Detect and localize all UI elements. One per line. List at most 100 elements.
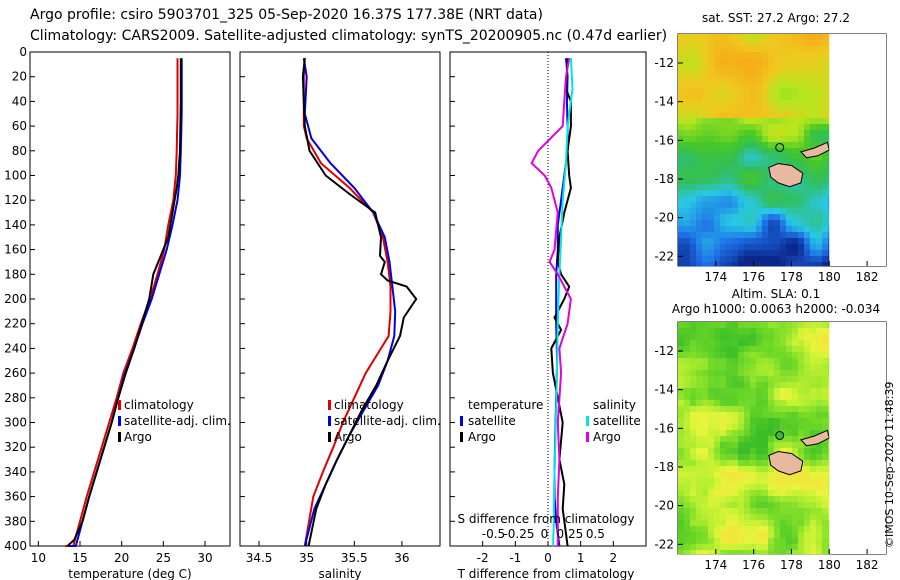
map-cell (696, 532, 703, 539)
map-cell (702, 172, 709, 179)
map-cell (732, 472, 739, 479)
map-cell (750, 382, 757, 389)
map-cell (804, 406, 811, 413)
series-line-s-satellite (552, 58, 574, 546)
map-cell (708, 118, 715, 125)
map-cell (816, 40, 823, 47)
map-cell (762, 238, 769, 245)
map-cell (732, 202, 739, 209)
map-cell (750, 328, 757, 335)
map-cell (738, 130, 745, 137)
map-cell (678, 196, 685, 203)
map-cell (762, 166, 769, 173)
map-cell (816, 190, 823, 197)
map-cell (690, 334, 697, 341)
map-cell (762, 214, 769, 221)
map-cell (678, 208, 685, 215)
map-cell (822, 190, 829, 197)
map-cell (732, 514, 739, 521)
map-cell (816, 34, 823, 41)
map-cell (810, 226, 817, 233)
map-cell (678, 436, 685, 443)
map-cell (810, 196, 817, 203)
map-cell (780, 250, 787, 257)
map-cell (702, 472, 709, 479)
map-cell (828, 328, 830, 335)
map-cell (792, 418, 799, 425)
map-cell (756, 58, 763, 65)
map-cell (774, 478, 781, 485)
map-cell (774, 358, 781, 365)
map-cell (804, 136, 811, 143)
map-cell (792, 226, 799, 233)
y-tick-label: 220 (4, 317, 27, 331)
map-cell (762, 232, 769, 239)
map-cell (762, 334, 769, 341)
map-cell (792, 334, 799, 341)
map-cell (762, 64, 769, 71)
map-cell (732, 448, 739, 455)
map-cell (708, 472, 715, 479)
map-cell (810, 448, 817, 455)
map-cell (810, 118, 817, 125)
map-cell (696, 544, 703, 551)
map-cell (732, 154, 739, 161)
map-cell (678, 550, 685, 555)
map-cell (678, 352, 685, 359)
map-cell (828, 94, 830, 101)
map-cell (708, 220, 715, 227)
map-cell (738, 532, 745, 539)
map-cell (828, 526, 830, 533)
map-cell (708, 190, 715, 197)
map-cell (678, 64, 685, 71)
map-cell (720, 118, 727, 125)
map-cell (684, 436, 691, 443)
map-cell (816, 382, 823, 389)
map-cell (828, 244, 830, 251)
map-cell (756, 64, 763, 71)
map-cell (774, 130, 781, 137)
map-cell (762, 52, 769, 59)
map-cell (804, 256, 811, 263)
map-cell (702, 250, 709, 257)
map-cell (738, 376, 745, 383)
map-cell (810, 400, 817, 407)
salinity-legend: climatology satellite-adj. clim. Argo (328, 398, 441, 444)
map-cell (726, 376, 733, 383)
map-cell (750, 166, 757, 173)
map-cell (684, 514, 691, 521)
map-cell (798, 376, 805, 383)
map-cell (822, 514, 829, 521)
map-cell (828, 220, 830, 227)
map-cell (822, 208, 829, 215)
map-cell (756, 178, 763, 185)
map-cell (798, 232, 805, 239)
map-cell (822, 466, 829, 473)
map-cell (774, 538, 781, 545)
map-cell (816, 334, 823, 341)
map-cell (810, 112, 817, 119)
map-cell (792, 208, 799, 215)
map-x-tick-label: 178 (780, 270, 803, 284)
map-cell (768, 250, 775, 257)
map-cell (792, 142, 799, 149)
map-cell (828, 406, 830, 413)
map-cell (678, 202, 685, 209)
map-cell (816, 496, 823, 503)
map-cell (756, 508, 763, 515)
map-cell (702, 412, 709, 419)
map-cell (744, 250, 751, 257)
map-cell (774, 490, 781, 497)
map-cell (762, 436, 769, 443)
map-cell (774, 106, 781, 113)
map-cell (762, 472, 769, 479)
map-cell (822, 538, 829, 545)
map-cell (768, 448, 775, 455)
map-cell (720, 502, 727, 509)
map-y-tick-label: -14 (654, 95, 674, 109)
map-cell (732, 136, 739, 143)
map-cell (768, 76, 775, 83)
map-cell (810, 136, 817, 143)
map-cell (732, 256, 739, 263)
map-cell (684, 160, 691, 167)
